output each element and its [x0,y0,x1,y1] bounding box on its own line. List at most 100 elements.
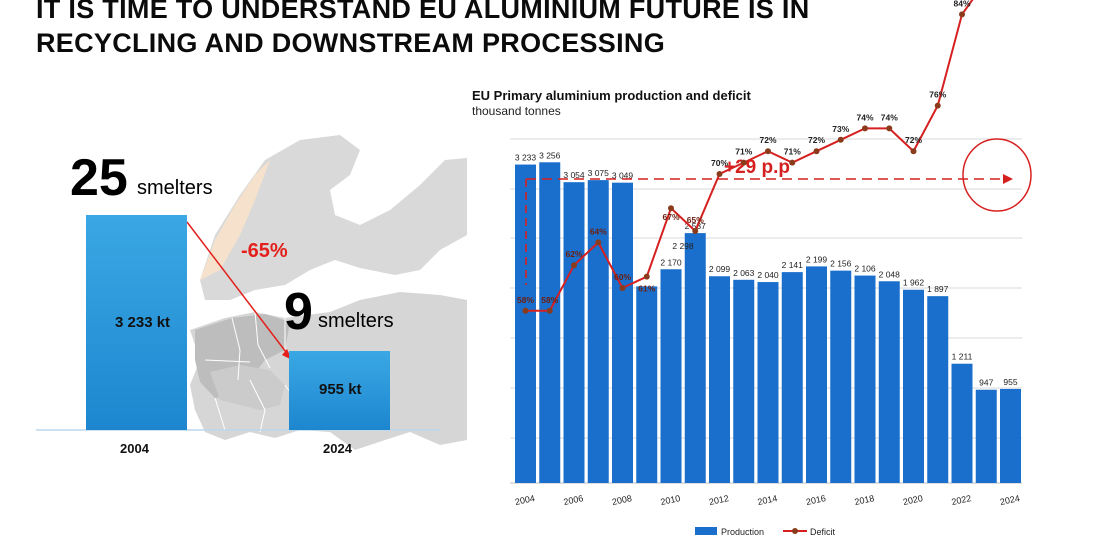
bar-2017 [830,270,852,483]
deficit-point-2007 [595,239,602,246]
deficit-label-2012: 70% [711,158,728,168]
x-tick-2022: 2022 [951,493,973,507]
legend-deficit-marker [792,528,798,534]
bar-label-2008: 3 049 [612,171,634,181]
deficit-point-2009 [643,273,650,280]
deficit-label-2005: 58% [541,295,558,305]
deficit-point-2015 [789,159,796,166]
start-volume-value: 3 233 [115,314,153,331]
deficit-point-2014 [765,148,771,155]
legend-deficit-label: Deficit [810,527,836,537]
deficit-label-2004: 58% [517,295,534,305]
start-volume-label: 3 233 kt [115,314,170,331]
bar-label-extra: 2 298 [672,241,694,251]
bar-2024 [1000,388,1021,483]
legend-production-label: Production [721,527,764,537]
deficit-label-2010: 67% [662,212,679,222]
bar-2011 [684,233,706,483]
page-title-line-2: RECYCLING AND DOWNSTREAM PROCESSING [36,28,666,58]
deficit-point-2013 [740,159,747,166]
deficit-point-2006 [571,262,577,269]
smelter-summary-panel: 25 smelters 9 smelters 3 233 kt 955 kt -… [0,0,470,540]
deficit-label-2022: 84% [953,0,970,8]
trend-arrow-head [1003,174,1013,184]
bar-label-2020: 1 962 [903,278,925,288]
highlight-circle [962,138,1032,212]
decline-arrow-line [186,221,290,357]
chart-title: EU Primary aluminium production and defi… [472,88,751,103]
bar-label-2024: 955 [1003,377,1017,387]
bar-2004 [86,215,187,430]
bar-2024 [289,351,390,430]
bar-2012 [709,276,730,483]
bar-label-2006: 3 054 [563,170,585,180]
bar-label-2014: 2 040 [757,270,779,280]
map-norway [200,160,270,280]
deficit-label-2019: 74% [881,112,898,122]
bar-2008 [612,182,633,483]
deficit-point-2016 [813,148,820,155]
end-volume-label: 955 kt [319,381,362,398]
bar-2005 [539,162,561,483]
bar-2019 [878,281,900,483]
start-year-label: 2004 [120,441,149,456]
x-tick-2010: 2010 [660,493,682,507]
bar-label-2010: 2 170 [660,257,682,267]
bar-2016 [806,266,827,483]
bar-label-2007: 3 075 [588,168,610,178]
bar-label-2012: 2 099 [709,264,731,274]
deficit-point-2020 [910,148,917,155]
bar-label-2017: 2 156 [830,259,852,269]
deficit-point-2005 [546,307,553,314]
end-volume-value: 955 [319,381,345,398]
x-tick-2024: 2024 [999,493,1021,507]
deficit-label-2008: 60% [614,272,631,282]
deficit-point-2011 [692,228,699,234]
deficit-label-2018: 74% [856,112,873,122]
end-volume-unit: kt [348,381,362,398]
bar-label-2004: 3 233 [515,153,537,163]
bar-label-2019: 2 048 [879,269,901,279]
x-tick-2016: 2016 [805,493,827,507]
trend-annotation: +29 p.p [724,157,790,178]
map-central-europe [210,365,285,410]
bar-label-2011: 2 537 [685,221,707,231]
deficit-label-2020: 72% [905,135,922,145]
bar-2004 [515,164,536,483]
deficit-label-2015: 71% [784,147,801,157]
x-tick-2018: 2018 [854,493,876,507]
x-tick-2014: 2014 [757,493,779,507]
page-title-line-1: IT IS TIME TO UNDERSTAND EU ALUMINIUM FU… [36,0,810,24]
bar-2009 [636,286,658,483]
deficit-label-2014: 72% [759,135,776,145]
x-tick-2020: 2020 [902,493,924,507]
deficit-point-2008 [619,285,626,291]
bar-2023 [975,389,997,483]
x-tick-2004: 2004 [514,493,536,507]
bar-label-2005: 3 256 [539,150,561,160]
map-borders [204,311,311,433]
deficit-point-2010 [668,205,674,212]
start-volume-unit: kt [156,314,171,331]
deficit-label-2016: 72% [808,135,825,145]
bar-2022 [951,363,973,483]
deficit-label-2006: 62% [565,249,582,259]
deficit-label-2011: 65% [687,215,704,225]
deficit-point-2019 [886,125,893,132]
bar-label-2013: 2 063 [733,268,755,278]
deficit-label-2007: 64% [590,226,607,236]
bar-2006 [563,182,585,483]
bar-2014 [757,282,779,483]
bar-label-2018: 2 106 [854,264,876,274]
deficit-label-2013: 71% [735,147,752,157]
deficit-point-2012 [716,171,723,177]
end-smelter-count: 9 [284,283,313,341]
deficit-label-2021: 76% [929,90,946,100]
bar-label-2016: 2 199 [806,254,828,264]
deficit-point-2017 [837,136,844,143]
bar-label-2023: 947 [979,378,993,388]
page-title: IT IS TIME TO UNDERSTAND EU ALUMINIUM FU… [36,0,810,60]
deficit-point-2022 [959,11,965,18]
bar-2021 [927,296,949,483]
deficit-point-2004 [522,307,529,314]
